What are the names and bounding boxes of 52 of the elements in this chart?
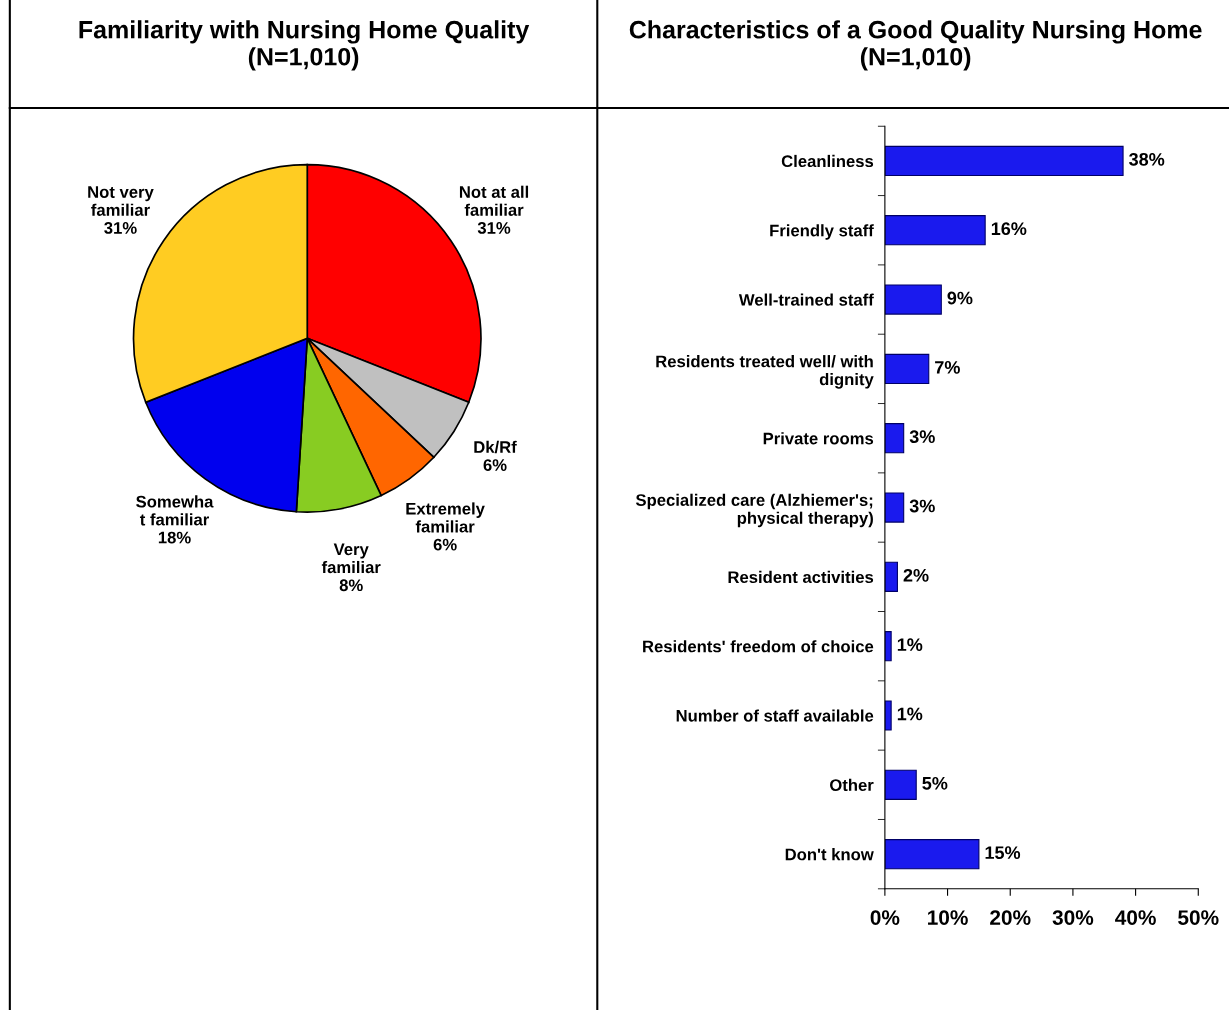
y-tick-label: Residents treated well/ with dignity [656,355,874,389]
slice-label: Dk/Rf [474,440,517,454]
y-tick-label: Specialized care (Alzhiemer's; physical therapy) [635,493,873,528]
bar [884,492,905,523]
x-tick-label: 20% [990,910,1031,925]
data-label: 7% [935,360,960,374]
data-label: 5% [922,776,948,790]
data-label: 3% [909,430,935,444]
data-label: 1% [897,707,923,721]
y-tick-label: Well-trained staff [738,293,874,306]
y-tick-label: Number of staff available [676,709,874,722]
data-label: 31% [477,222,511,234]
bar [884,839,980,870]
bar [884,423,905,454]
data-label: 2% [903,568,929,582]
bar [884,561,898,592]
y-tick-label: Resident activities [728,570,874,584]
x-tick-label: 0% [870,910,900,925]
x-tick-label: 30% [1052,910,1094,925]
y-tick-label: Don't know [785,848,874,861]
data-label: 16% [991,222,1027,236]
slice-label: Somewha t familiar [136,495,214,526]
bar [884,145,1124,177]
x-tick-label: 10% [928,910,968,925]
data-label: 8% [339,579,363,592]
bar [884,284,942,315]
x-tick-label: 50% [1178,910,1219,925]
y-tick-label: Friendly staff [770,224,874,240]
y-tick-label: Private rooms [763,432,874,445]
bar [884,215,986,246]
chart-title: Characteristics of a Good Quality Nursing Home (N=1,010) [629,20,1202,71]
data-label: 6% [433,538,457,551]
data-label: 9% [947,291,973,305]
data-label: 38% [1129,152,1165,166]
data-label: 3% [909,499,935,513]
data-label: 31% [104,222,137,234]
y-tick-label: Residents' freedom of choice [643,640,874,653]
slice-label: Not at all familiar [459,185,529,216]
slice-label: Very familiar [321,543,381,574]
data-label: 15% [985,846,1021,859]
data-label: 1% [897,638,923,651]
slice-label: Extremely familiar [406,502,485,533]
bar [884,769,917,800]
y-tick-label: Cleanliness [781,154,874,168]
bar [884,353,930,384]
x-tick-label: 40% [1115,910,1156,925]
y-tick-label: Other [830,778,874,792]
bar [884,700,892,731]
chart-title: Familiarity with Nursing Home Quality (N=1,010) [79,20,530,71]
data-label: 18% [158,531,191,544]
slice-label: Not very familiar [88,186,154,216]
data-label: 6% [483,459,507,471]
